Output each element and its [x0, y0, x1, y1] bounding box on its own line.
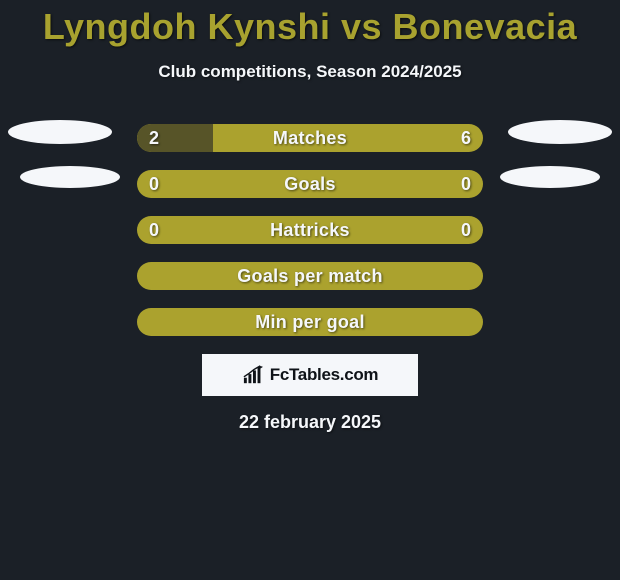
stat-bar: Goals0 0 [137, 170, 483, 198]
stat-row: Goals0 0 [0, 170, 620, 198]
chart-icon [242, 365, 264, 385]
stat-value-left: 0 [149, 174, 159, 195]
stat-bar: Min per goal [137, 308, 483, 336]
stat-row: Hattricks0 0 [0, 216, 620, 244]
stat-label: Goals per match [137, 266, 483, 287]
stat-value-left: 0 [149, 220, 159, 241]
stat-row: Goals per match [0, 262, 620, 290]
stat-value-right: 0 [461, 220, 471, 241]
logo-box: FcTables.com [202, 354, 418, 396]
stat-value-right: 0 [461, 174, 471, 195]
stat-bar: Goals per match [137, 262, 483, 290]
stat-bar: Hattricks0 0 [137, 216, 483, 244]
stat-label: Matches [137, 128, 483, 149]
stat-value-right: 6 [461, 128, 471, 149]
stat-row: Matches2 6 [0, 124, 620, 152]
stat-label: Min per goal [137, 312, 483, 333]
page-subtitle: Club competitions, Season 2024/2025 [158, 62, 461, 82]
logo-text: FcTables.com [270, 365, 379, 385]
player-marker-right [508, 120, 612, 144]
player-marker-right [500, 166, 600, 188]
stat-label: Goals [137, 174, 483, 195]
date-text: 22 february 2025 [239, 412, 381, 433]
stat-label: Hattricks [137, 220, 483, 241]
stat-row: Min per goal [0, 308, 620, 336]
page-title: Lyngdoh Kynshi vs Bonevacia [43, 6, 577, 48]
stat-bar: Matches2 6 [137, 124, 483, 152]
stat-value-left: 2 [149, 128, 159, 149]
player-marker-left [20, 166, 120, 188]
page: Lyngdoh Kynshi vs Bonevacia Club competi… [0, 0, 620, 580]
stat-rows: Matches26Goals00Hattricks00Goals per mat… [0, 124, 620, 336]
player-marker-left [8, 120, 112, 144]
